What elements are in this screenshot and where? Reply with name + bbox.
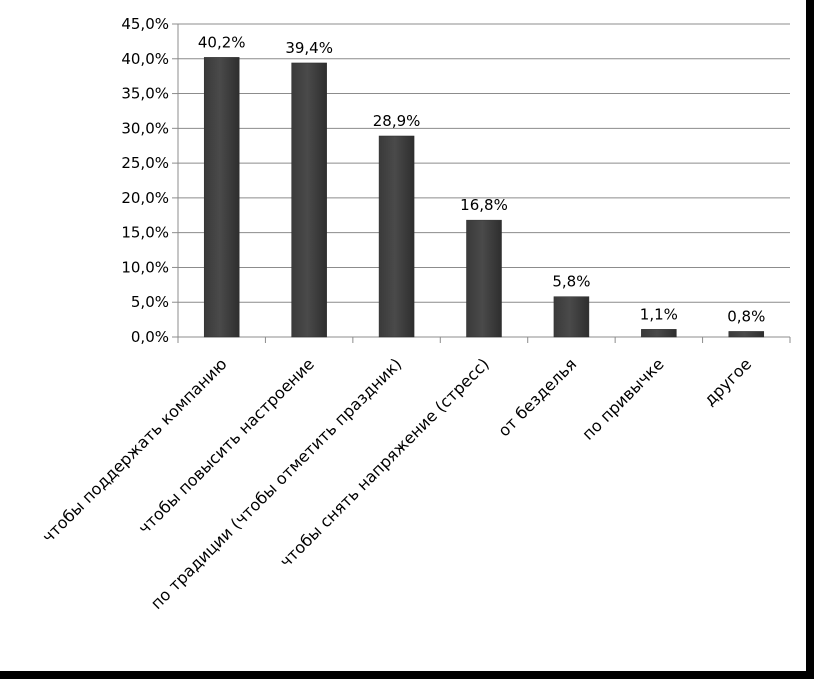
bar bbox=[203, 57, 240, 338]
y-tick-label: 15,0% bbox=[121, 224, 169, 242]
data-label: 28,9% bbox=[373, 112, 421, 130]
category-label: чтобы повысить настроение bbox=[135, 354, 318, 537]
category-label: по привычке bbox=[578, 354, 667, 443]
data-label: 1,1% bbox=[640, 305, 678, 323]
data-label: 5,8% bbox=[552, 273, 590, 291]
data-label: 39,4% bbox=[285, 39, 333, 57]
y-tick-label: 20,0% bbox=[121, 189, 169, 207]
bar bbox=[553, 296, 590, 338]
bar bbox=[641, 329, 677, 338]
bar bbox=[378, 135, 415, 338]
y-tick-label: 0,0% bbox=[131, 328, 169, 346]
bar bbox=[291, 62, 327, 338]
category-label: чтобы поддержать компанию bbox=[38, 354, 230, 546]
y-tick-label: 30,0% bbox=[121, 119, 169, 137]
y-tick-label: 35,0% bbox=[121, 85, 169, 103]
category-label: другое bbox=[700, 354, 755, 409]
y-tick-label: 40,0% bbox=[121, 50, 169, 68]
bar bbox=[466, 219, 502, 338]
y-tick-label: 25,0% bbox=[121, 154, 169, 172]
data-label: 16,8% bbox=[460, 196, 508, 214]
y-tick-label: 10,0% bbox=[121, 258, 169, 276]
data-label: 40,2% bbox=[198, 33, 246, 51]
y-tick-label: 5,0% bbox=[131, 293, 169, 311]
category-label: от безделья bbox=[494, 354, 580, 440]
chart-frame: 0,0% 5,0% 10,0% 15,0% 20,0% 25,0% 30,0% 35,0% 40… bbox=[0, 0, 806, 671]
bar-chart: 0,0% 5,0% 10,0% 15,0% 20,0% 25,0% 30,0% 35,0% 40… bbox=[38, 15, 791, 613]
data-label: 0,8% bbox=[727, 307, 765, 325]
y-tick-label: 45,0% bbox=[121, 15, 169, 33]
bar bbox=[728, 331, 765, 338]
